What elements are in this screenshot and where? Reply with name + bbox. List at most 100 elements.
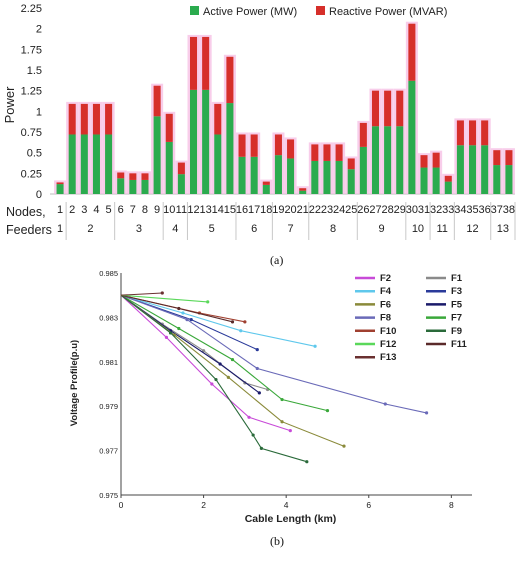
bar-active-power xyxy=(274,155,282,194)
bar-active-power xyxy=(92,134,100,194)
series-point-f13 xyxy=(160,291,164,295)
bar-reactive-power xyxy=(323,144,331,161)
bar-reactive-power xyxy=(202,36,210,90)
bar-active-power xyxy=(335,160,343,194)
series-point-f9 xyxy=(305,460,309,464)
bar-reactive-power xyxy=(80,103,88,135)
node-label: 37 xyxy=(491,204,503,216)
bar-active-power xyxy=(371,126,380,194)
bar-reactive-power xyxy=(432,152,440,168)
series-point-f9 xyxy=(168,331,173,335)
series-point-f2 xyxy=(164,335,169,339)
series-point-f12 xyxy=(206,300,210,304)
feeder-label: 10 xyxy=(412,223,424,235)
series-point-f10 xyxy=(243,320,247,324)
bar-reactive-power xyxy=(444,175,452,182)
series-point-f7 xyxy=(280,397,284,402)
x-tick-label: 8 xyxy=(449,500,454,510)
node-label: 12 xyxy=(187,204,199,216)
bar-active-power xyxy=(420,167,428,194)
line-chart-voltage-profile: 0 2 4 6 8 0.975 0.977 0.979 0.981 0.983 0.985 Cable… xyxy=(69,269,472,525)
bar-reactive-power xyxy=(165,113,173,142)
series-point-f9 xyxy=(251,433,255,437)
bar-active-power xyxy=(408,80,416,194)
bar-reactive-power xyxy=(177,162,185,175)
node-label: 30 xyxy=(406,204,418,216)
y-tick-label: 1.75 xyxy=(21,44,42,56)
bar-active-power xyxy=(214,134,222,194)
bar-active-power xyxy=(238,156,246,194)
caption-b: (b) xyxy=(270,534,284,548)
node-label: 24 xyxy=(333,204,345,216)
series-point-f11 xyxy=(177,306,181,311)
bar-reactive-power xyxy=(129,173,137,180)
bar-reactive-power xyxy=(493,150,501,166)
legend-label-f10: F10 xyxy=(380,326,396,337)
bar-active-power xyxy=(359,146,367,194)
y-tick-label: 0.5 xyxy=(27,148,42,160)
feeder-label: 1 xyxy=(57,223,63,235)
bar-reactive-power xyxy=(250,134,258,157)
node-label: 14 xyxy=(212,204,224,216)
node-label: 36 xyxy=(479,204,491,216)
bar-reactive-power xyxy=(505,150,513,166)
node-label: 9 xyxy=(154,204,160,216)
bar-active-power xyxy=(311,160,319,194)
bar-active-power xyxy=(262,184,270,194)
x-tick-label: 4 xyxy=(284,500,289,510)
series-point-f4 xyxy=(181,311,185,315)
bar-active-power xyxy=(177,174,185,194)
series-line-f5 xyxy=(120,294,260,394)
series-point-f5 xyxy=(218,362,222,366)
series-point-f4 xyxy=(239,329,243,333)
bar-active-power xyxy=(444,181,452,194)
x-axis-title-line2: Feeders xyxy=(6,223,52,237)
bar-active-power xyxy=(250,156,258,194)
series-point-f8 xyxy=(255,366,259,371)
legend-label-f7: F7 xyxy=(451,313,462,324)
bar-reactive-power xyxy=(68,103,76,135)
bar-reactive-power xyxy=(347,158,355,170)
caption-a: (a) xyxy=(270,253,284,267)
x-axis-title: Cable Length (km) xyxy=(245,513,337,525)
node-label: 22 xyxy=(309,204,321,216)
bar-active-power xyxy=(202,89,210,194)
y-tick-label: 0.979 xyxy=(99,402,118,411)
series-point-f4 xyxy=(313,344,317,348)
feeder-label: 9 xyxy=(378,223,384,235)
node-label: 38 xyxy=(503,204,515,216)
node-label: 31 xyxy=(418,204,430,216)
bar-reactive-power xyxy=(384,90,392,127)
node-label: 20 xyxy=(284,204,296,216)
node-label: 5 xyxy=(106,204,112,216)
node-label: 28 xyxy=(381,204,393,216)
legend-label-f1: F1 xyxy=(451,273,463,284)
node-label: 21 xyxy=(297,204,309,216)
feeder-label: 4 xyxy=(172,223,178,235)
bar-active-power xyxy=(129,179,137,194)
series-line-f7 xyxy=(120,294,328,412)
bar-reactive-power xyxy=(359,122,367,147)
series-point-f2 xyxy=(210,382,214,386)
bar-reactive-power xyxy=(238,134,246,157)
bar-active-power xyxy=(323,160,331,194)
legend-label-f3: F3 xyxy=(451,286,462,297)
node-label: 6 xyxy=(118,204,124,216)
bar-reactive-power xyxy=(189,36,198,90)
legend-label-reactive: Reactive Power (MVAR) xyxy=(329,6,447,18)
node-label: 33 xyxy=(442,204,454,216)
bar-active-power xyxy=(189,89,198,194)
legend-swatch-active xyxy=(190,6,199,15)
bar-active-power xyxy=(347,169,355,194)
bar-active-power xyxy=(456,145,464,194)
legend-label-f9: F9 xyxy=(451,326,462,337)
x-tick-label: 2 xyxy=(201,500,206,510)
bar-reactive-power xyxy=(420,155,428,168)
y-tick-label: 0.25 xyxy=(21,168,42,180)
x-tick-label: 6 xyxy=(366,500,371,510)
node-label: 25 xyxy=(345,204,357,216)
series-line-f13 xyxy=(120,292,163,296)
bar-reactive-power xyxy=(141,173,149,180)
node-label: 1 xyxy=(57,204,63,216)
